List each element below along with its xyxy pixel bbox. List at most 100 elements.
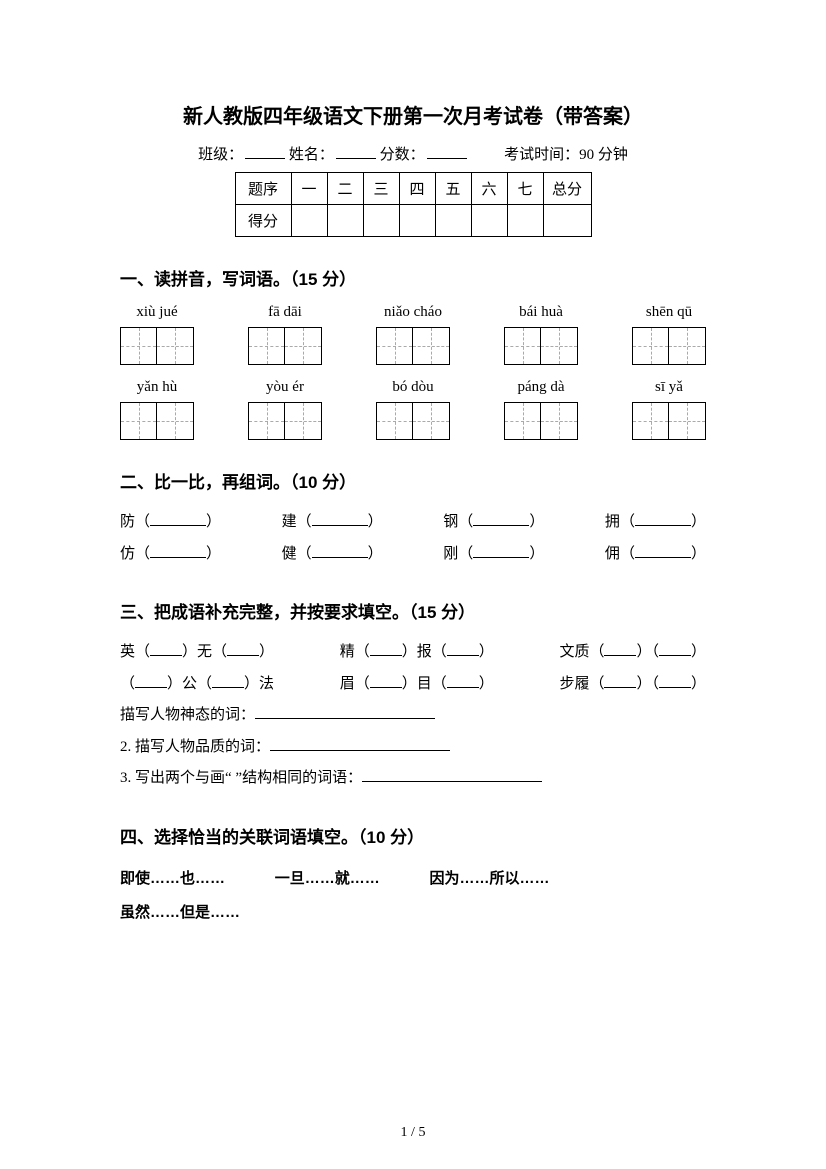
idiom-row-1: 英（）无（） 精（）报（） 文质（）（） (120, 637, 706, 669)
pinyin-label: bái huà (519, 304, 563, 321)
pinyin-label: páng dà (517, 379, 564, 396)
section-3-title: 三、把成语补充完整，并按要求填空。（15 分） (120, 598, 706, 623)
compare-item: 拥（） (605, 507, 706, 539)
conjunction-options: 即使……也…… 一旦……就…… 因为……所以…… 虽然……但是…… (120, 862, 706, 930)
pinyin-row-1: xiù jué fā dāi niǎo cháo bái huà shēn qū (120, 304, 706, 365)
tianzige[interactable] (248, 327, 322, 365)
blank[interactable] (604, 642, 636, 656)
q3-line-3: 3. 写出两个与画“ ”结构相同的词语： (120, 763, 706, 795)
score-cell[interactable] (507, 205, 543, 237)
pinyin-item: fā dāi (248, 304, 322, 365)
score-cell[interactable] (471, 205, 507, 237)
table-header-row: 题序 一 二 三 四 五 六 七 总分 (235, 173, 591, 205)
compare-row-2: 仿（） 健（） 刚（） 佣（） (120, 539, 706, 571)
compare-item: 佣（） (605, 539, 706, 571)
section-3: 三、把成语补充完整，并按要求填空。（15 分） 英（）无（） 精（）报（） 文质… (120, 598, 706, 795)
pinyin-item: sī yǎ (632, 379, 706, 440)
score-blank[interactable] (427, 143, 467, 159)
student-info-row: 班级： 姓名： 分数： 考试时间：90 分钟 (120, 143, 706, 164)
blank[interactable] (212, 674, 244, 688)
idiom-item: 精（）报（） (340, 637, 494, 669)
compare-item: 刚（） (443, 539, 544, 571)
compare-item: 钢（） (443, 507, 544, 539)
th-label: 题序 (235, 173, 291, 205)
score-table: 题序 一 二 三 四 五 六 七 总分 得分 (235, 172, 592, 237)
q3-line-2: 2. 描写人物品质的词： (120, 732, 706, 764)
blank[interactable] (635, 544, 691, 558)
section-2: 二、比一比，再组词。（10 分） 防（） 建（） 钢（） 拥（） 仿（） 健（）… (120, 468, 706, 570)
compare-item: 健（） (282, 539, 383, 571)
idiom-item: 步履（）（） (559, 669, 706, 701)
th-2: 二 (327, 173, 363, 205)
score-cell[interactable] (435, 205, 471, 237)
pinyin-item: xiù jué (120, 304, 194, 365)
blank[interactable] (370, 674, 402, 688)
section-4: 四、选择恰当的关联词语填空。（10 分） 即使……也…… 一旦……就…… 因为…… (120, 823, 706, 930)
pinyin-label: shēn qū (646, 304, 692, 321)
idiom-item: 英（）无（） (120, 637, 274, 669)
pinyin-item: niǎo cháo (376, 304, 450, 365)
blank[interactable] (135, 674, 167, 688)
tianzige[interactable] (120, 327, 194, 365)
section-1: 一、读拼音，写词语。（15 分） xiù jué fā dāi niǎo chá… (120, 265, 706, 440)
th-3: 三 (363, 173, 399, 205)
blank[interactable] (473, 512, 529, 526)
blank[interactable] (150, 544, 206, 558)
pinyin-label: yǎn hù (137, 379, 177, 396)
blank[interactable] (270, 737, 450, 751)
blank[interactable] (150, 512, 206, 526)
tianzige[interactable] (376, 327, 450, 365)
th-4: 四 (399, 173, 435, 205)
idiom-row-2: （）公（）法 眉（）目（） 步履（）（） (120, 669, 706, 701)
score-cell[interactable] (399, 205, 435, 237)
score-cell[interactable] (291, 205, 327, 237)
section-1-title: 一、读拼音，写词语。（15 分） (120, 265, 706, 290)
blank[interactable] (447, 674, 479, 688)
pinyin-item: yòu ér (248, 379, 322, 440)
q3-line-1: 描写人物神态的词： (120, 700, 706, 732)
tianzige[interactable] (632, 327, 706, 365)
class-blank[interactable] (245, 143, 285, 159)
tianzige[interactable] (120, 402, 194, 440)
pinyin-label: fā dāi (268, 304, 302, 321)
pinyin-label: xiù jué (136, 304, 177, 321)
blank[interactable] (635, 512, 691, 526)
blank[interactable] (370, 642, 402, 656)
score-cell[interactable] (363, 205, 399, 237)
tianzige[interactable] (632, 402, 706, 440)
document-title: 新人教版四年级语文下册第一次月考试卷（带答案） (120, 100, 706, 129)
blank[interactable] (255, 705, 435, 719)
pinyin-item: bó dòu (376, 379, 450, 440)
pinyin-item: yǎn hù (120, 379, 194, 440)
conj-option: 即使……也…… (120, 862, 225, 895)
compare-row-1: 防（） 建（） 钢（） 拥（） (120, 507, 706, 539)
blank[interactable] (362, 768, 542, 782)
compare-item: 建（） (282, 507, 383, 539)
score-cell[interactable] (543, 205, 591, 237)
section-2-title: 二、比一比，再组词。（10 分） (120, 468, 706, 493)
tianzige[interactable] (376, 402, 450, 440)
blank[interactable] (312, 512, 368, 526)
conj-option: 一旦……就…… (275, 862, 380, 895)
blank[interactable] (312, 544, 368, 558)
tianzige[interactable] (504, 402, 578, 440)
tianzige[interactable] (504, 327, 578, 365)
blank[interactable] (659, 642, 691, 656)
blank[interactable] (150, 642, 182, 656)
idiom-item: 文质（）（） (559, 637, 706, 669)
blank[interactable] (604, 674, 636, 688)
row-label: 得分 (235, 205, 291, 237)
idiom-item: （）公（）法 (120, 669, 274, 701)
blank[interactable] (659, 674, 691, 688)
th-1: 一 (291, 173, 327, 205)
tianzige[interactable] (248, 402, 322, 440)
pinyin-label: bó dòu (392, 379, 433, 396)
score-cell[interactable] (327, 205, 363, 237)
blank[interactable] (473, 544, 529, 558)
blank[interactable] (227, 642, 259, 656)
name-blank[interactable] (336, 143, 376, 159)
table-score-row: 得分 (235, 205, 591, 237)
compare-item: 仿（） (120, 539, 221, 571)
blank[interactable] (447, 642, 479, 656)
section-4-title: 四、选择恰当的关联词语填空。（10 分） (120, 823, 706, 848)
